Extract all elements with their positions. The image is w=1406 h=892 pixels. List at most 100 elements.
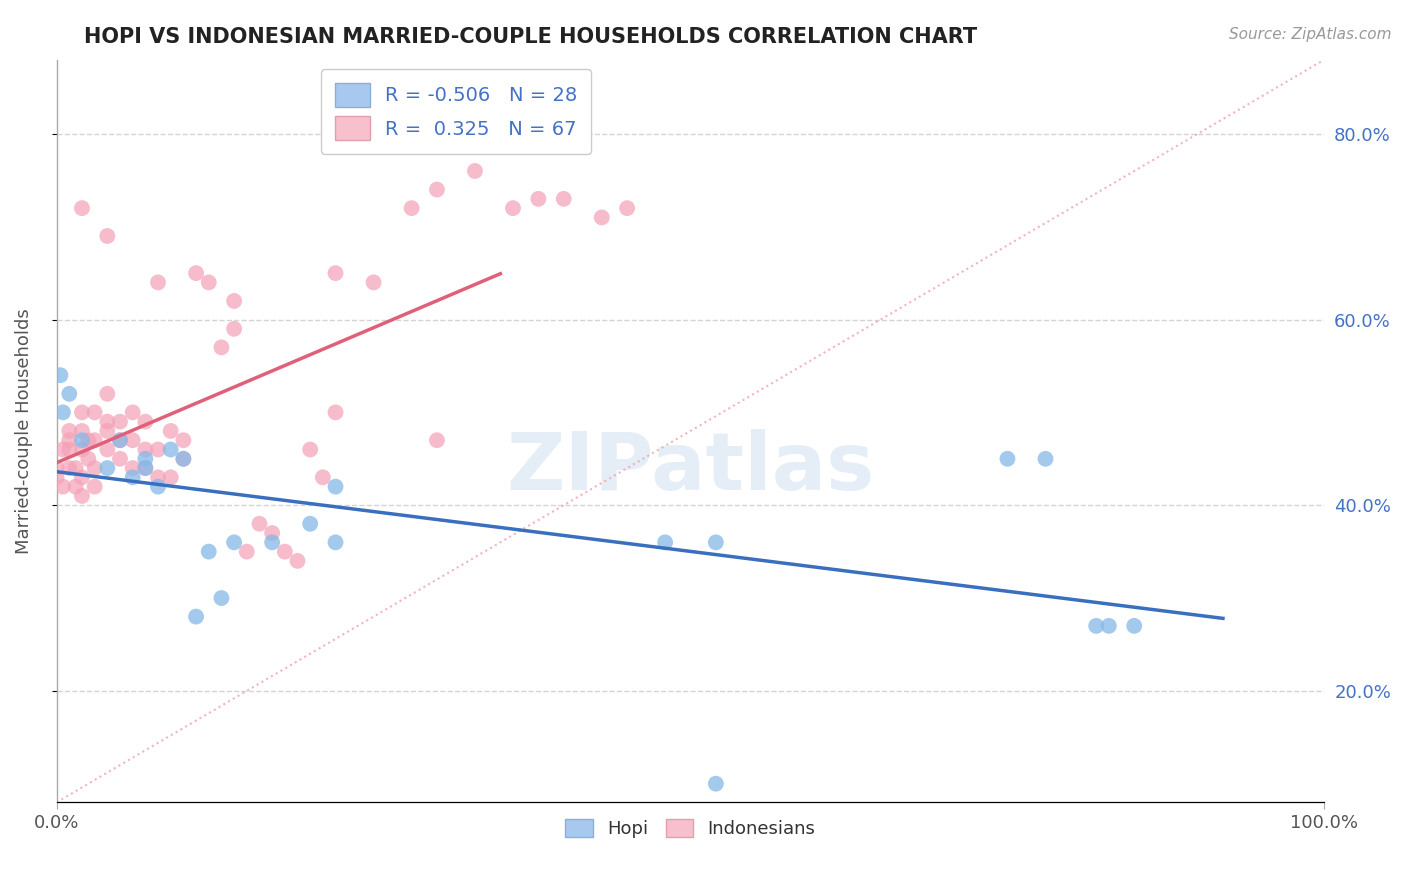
- Point: [58, 386, 80, 401]
- Point: [172, 451, 194, 466]
- Point: [52, 480, 75, 494]
- Point: [1085, 619, 1108, 633]
- Point: [249, 516, 271, 531]
- Text: ZIPatlas: ZIPatlas: [506, 429, 875, 507]
- Point: [65, 461, 87, 475]
- Point: [77, 434, 100, 448]
- Point: [96, 461, 118, 475]
- Point: [134, 415, 156, 429]
- Point: [325, 405, 347, 419]
- Point: [197, 276, 219, 290]
- Point: [45, 461, 67, 475]
- Point: [96, 229, 118, 244]
- Point: [325, 480, 347, 494]
- Point: [96, 386, 118, 401]
- Point: [159, 442, 181, 457]
- Point: [654, 535, 676, 549]
- Point: [96, 415, 118, 429]
- Y-axis label: Married-couple Households: Married-couple Households: [15, 308, 32, 554]
- Point: [58, 442, 80, 457]
- Point: [426, 434, 449, 448]
- Point: [704, 777, 727, 791]
- Point: [121, 434, 143, 448]
- Point: [121, 405, 143, 419]
- Point: [299, 442, 322, 457]
- Point: [108, 434, 131, 448]
- Point: [146, 442, 169, 457]
- Point: [426, 183, 449, 197]
- Point: [77, 451, 100, 466]
- Point: [197, 544, 219, 558]
- Point: [58, 424, 80, 438]
- Point: [591, 211, 613, 225]
- Point: [184, 609, 207, 624]
- Text: Source: ZipAtlas.com: Source: ZipAtlas.com: [1229, 27, 1392, 42]
- Point: [464, 164, 486, 178]
- Point: [146, 480, 169, 494]
- Point: [325, 535, 347, 549]
- Point: [209, 591, 232, 605]
- Point: [146, 276, 169, 290]
- Point: [553, 192, 575, 206]
- Point: [121, 470, 143, 484]
- Point: [172, 434, 194, 448]
- Point: [299, 516, 322, 531]
- Point: [262, 535, 284, 549]
- Point: [70, 489, 93, 503]
- Point: [134, 461, 156, 475]
- Point: [527, 192, 550, 206]
- Point: [121, 461, 143, 475]
- Point: [45, 470, 67, 484]
- Point: [997, 451, 1019, 466]
- Point: [363, 276, 385, 290]
- Point: [96, 442, 118, 457]
- Point: [83, 480, 105, 494]
- Point: [312, 470, 335, 484]
- Text: HOPI VS INDONESIAN MARRIED-COUPLE HOUSEHOLDS CORRELATION CHART: HOPI VS INDONESIAN MARRIED-COUPLE HOUSEH…: [84, 27, 977, 46]
- Point: [1123, 619, 1146, 633]
- Point: [134, 442, 156, 457]
- Point: [236, 544, 259, 558]
- Point: [502, 201, 524, 215]
- Point: [401, 201, 423, 215]
- Point: [1035, 451, 1057, 466]
- Point: [146, 470, 169, 484]
- Point: [65, 480, 87, 494]
- Point: [172, 451, 194, 466]
- Point: [83, 461, 105, 475]
- Point: [274, 544, 297, 558]
- Point: [70, 470, 93, 484]
- Point: [704, 535, 727, 549]
- Point: [108, 434, 131, 448]
- Point: [70, 201, 93, 215]
- Point: [83, 434, 105, 448]
- Point: [70, 434, 93, 448]
- Point: [96, 424, 118, 438]
- Point: [70, 442, 93, 457]
- Point: [58, 434, 80, 448]
- Legend: Hopi, Indonesians: Hopi, Indonesians: [558, 812, 823, 846]
- Point: [159, 470, 181, 484]
- Point: [224, 535, 246, 549]
- Point: [49, 368, 72, 383]
- Point: [159, 424, 181, 438]
- Point: [83, 405, 105, 419]
- Point: [134, 461, 156, 475]
- Point: [325, 266, 347, 280]
- Point: [108, 415, 131, 429]
- Point: [262, 526, 284, 541]
- Point: [287, 554, 309, 568]
- Point: [52, 405, 75, 419]
- Point: [58, 461, 80, 475]
- Point: [209, 340, 232, 354]
- Point: [52, 442, 75, 457]
- Point: [70, 424, 93, 438]
- Point: [224, 322, 246, 336]
- Point: [134, 451, 156, 466]
- Point: [184, 266, 207, 280]
- Point: [616, 201, 638, 215]
- Point: [1098, 619, 1121, 633]
- Point: [108, 451, 131, 466]
- Point: [70, 405, 93, 419]
- Point: [224, 293, 246, 308]
